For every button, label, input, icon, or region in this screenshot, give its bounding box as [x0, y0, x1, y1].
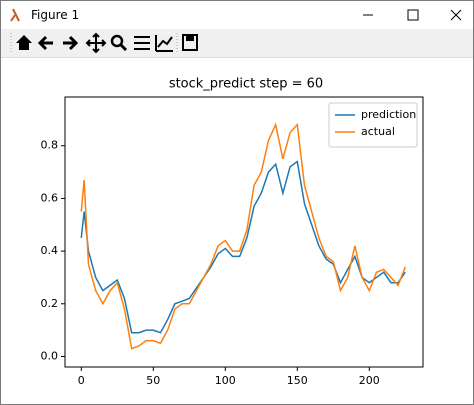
- save-button[interactable]: [182, 34, 198, 51]
- x-tick-label: 200: [359, 374, 380, 387]
- y-tick-label: 0.6: [41, 191, 59, 204]
- legend-label: actual: [361, 125, 395, 138]
- app-icon: [10, 8, 20, 22]
- toolbar: [1, 29, 473, 58]
- legend-label: prediction: [361, 108, 416, 121]
- data-line: [80, 160, 406, 334]
- forward-button[interactable]: [63, 35, 79, 51]
- subplots-button[interactable]: [134, 36, 150, 50]
- window-controls[interactable]: [343, 1, 473, 29]
- edit-button[interactable]: [155, 35, 173, 52]
- y-tick-label: 0.0: [41, 349, 59, 362]
- zoom-button[interactable]: [110, 34, 124, 48]
- x-tick-label: 0: [78, 374, 85, 387]
- figure: stock_predict step = 60 0.0 0.2 0.4 0.6 0.8 0…: [41, 77, 424, 387]
- back-button[interactable]: [37, 35, 53, 51]
- legend-box: [328, 102, 418, 148]
- toolbar-icons: [10, 32, 198, 54]
- pan-button[interactable]: [85, 32, 107, 54]
- window-title: Figure 1: [31, 8, 80, 22]
- data-line: [80, 122, 406, 350]
- home-button[interactable]: [16, 35, 32, 50]
- x-tick-label: 100: [215, 374, 236, 387]
- title-bar: Figure 1: [1, 1, 473, 29]
- x-tick-label: 150: [287, 374, 308, 387]
- y-tick-label: 0.2: [41, 297, 59, 310]
- chart-title: stock_predict step = 60: [169, 77, 323, 92]
- axes-frame: [64, 96, 424, 368]
- y-tick-label: 0.4: [41, 244, 59, 257]
- x-tick-label: 50: [146, 374, 160, 387]
- close[interactable]: [450, 9, 462, 21]
- maximize[interactable]: [407, 9, 419, 21]
- y-tick-label: 0.8: [41, 139, 59, 152]
